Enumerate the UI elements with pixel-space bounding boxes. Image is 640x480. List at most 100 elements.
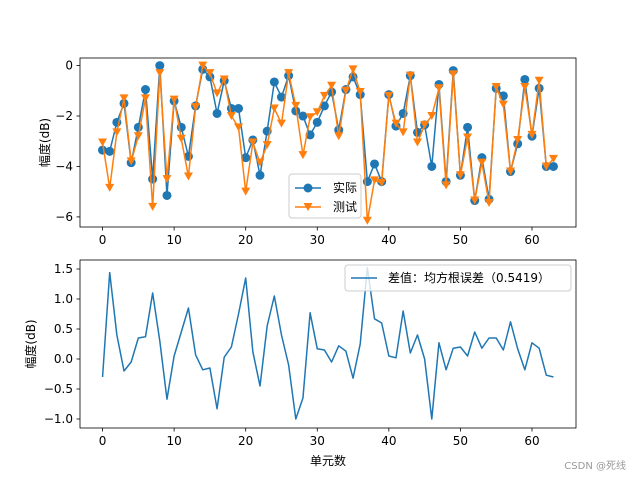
point-actual	[362, 177, 372, 187]
point-test	[491, 83, 501, 92]
bottom-y-ticks: 1.5 1.0 0.5 0.0 −0.5 −1.0	[44, 262, 80, 426]
series-line-test	[101, 64, 554, 222]
point-test	[276, 119, 286, 128]
point-test	[140, 94, 150, 103]
top-series	[98, 61, 558, 225]
point-actual	[105, 146, 115, 156]
point-actual	[212, 108, 222, 118]
point-test	[341, 86, 351, 95]
point-test	[541, 162, 551, 171]
legend-marker-actual	[303, 183, 313, 193]
point-test	[370, 176, 380, 185]
bottom-legend: 差值：均方根误差（0.5419）	[344, 264, 572, 292]
x-tick-label: 20	[238, 434, 253, 448]
point-test	[98, 138, 108, 147]
point-test	[255, 158, 265, 167]
point-actual	[463, 122, 473, 132]
point-actual	[334, 125, 344, 135]
point-test	[398, 128, 408, 137]
bottom-x-axis-label: 单元数	[310, 453, 346, 468]
point-test	[212, 89, 222, 98]
point-actual	[520, 74, 530, 84]
point-test	[262, 141, 272, 150]
legend-label-test: 测试	[333, 199, 357, 214]
y-tick-label: −1.0	[44, 412, 73, 426]
top-legend: 实际 测试	[288, 173, 362, 219]
y-tick-label: −2	[55, 109, 73, 123]
point-test	[334, 132, 344, 141]
point-test	[148, 202, 158, 211]
top-plot-frame	[79, 57, 577, 228]
bottom-x-ticks: 0 10 20 30 40 50 60	[99, 428, 540, 448]
x-tick-label: 0	[99, 233, 107, 247]
point-actual	[133, 122, 143, 132]
point-actual	[162, 190, 172, 200]
point-test	[470, 196, 480, 205]
point-actual	[140, 85, 150, 95]
point-test	[405, 71, 415, 80]
point-actual	[269, 77, 279, 87]
point-test	[527, 130, 537, 139]
point-actual	[298, 111, 308, 121]
top-x-ticks: 0 10 20 30 40 50 60	[99, 227, 540, 247]
point-test	[520, 83, 530, 92]
point-test	[448, 70, 458, 79]
point-actual	[155, 61, 165, 71]
point-test	[355, 88, 365, 97]
point-test	[498, 100, 508, 109]
legend-label-actual: 实际	[333, 180, 357, 195]
y-tick-label: −0.5	[44, 382, 73, 396]
point-test	[434, 84, 444, 93]
point-test	[241, 187, 251, 196]
point-test	[219, 75, 229, 84]
point-actual	[255, 170, 265, 180]
bottom-subplot: 0 10 20 30 40 50 60 1.5 1.0 0.5 0.0 −0.5 −1.0 幅度(dB…	[23, 259, 577, 468]
point-test	[384, 91, 394, 100]
y-tick-label: 1.5	[54, 262, 73, 276]
point-test	[513, 135, 523, 144]
x-tick-label: 50	[453, 434, 468, 448]
watermark: CSDN @死线	[564, 461, 626, 472]
x-tick-label: 40	[381, 233, 396, 247]
point-test	[298, 151, 308, 160]
point-test	[427, 112, 437, 121]
point-test	[155, 69, 165, 78]
point-test	[183, 172, 193, 181]
point-test	[548, 154, 558, 163]
x-tick-label: 30	[310, 233, 325, 247]
point-actual	[234, 103, 244, 113]
point-test	[234, 123, 244, 132]
bottom-series	[101, 267, 554, 420]
point-test	[455, 171, 465, 180]
point-test	[269, 104, 279, 113]
point-test	[119, 94, 129, 103]
point-test	[319, 91, 329, 100]
point-actual	[548, 161, 558, 171]
point-test	[198, 61, 208, 70]
point-test	[226, 112, 236, 121]
legend-marker-test	[303, 203, 313, 211]
point-actual	[148, 174, 158, 184]
point-test	[484, 199, 494, 208]
point-test	[291, 101, 301, 110]
point-test	[327, 81, 337, 90]
point-test	[534, 76, 544, 85]
x-tick-label: 30	[310, 434, 325, 448]
x-tick-label: 10	[166, 434, 181, 448]
y-tick-label: −4	[55, 159, 73, 173]
point-test	[191, 103, 201, 112]
y-tick-label: 0.5	[54, 322, 73, 336]
y-tick-label: −6	[55, 210, 73, 224]
point-actual	[312, 117, 322, 127]
point-test	[105, 183, 115, 192]
y-tick-label: 0.0	[54, 352, 73, 366]
x-tick-label: 20	[238, 233, 253, 247]
point-test	[248, 138, 258, 147]
bottom-plot-frame	[79, 259, 577, 429]
point-test	[162, 175, 172, 184]
point-test	[169, 95, 179, 104]
x-tick-label: 60	[524, 233, 539, 247]
point-test	[284, 69, 294, 78]
x-tick-label: 10	[166, 233, 181, 247]
